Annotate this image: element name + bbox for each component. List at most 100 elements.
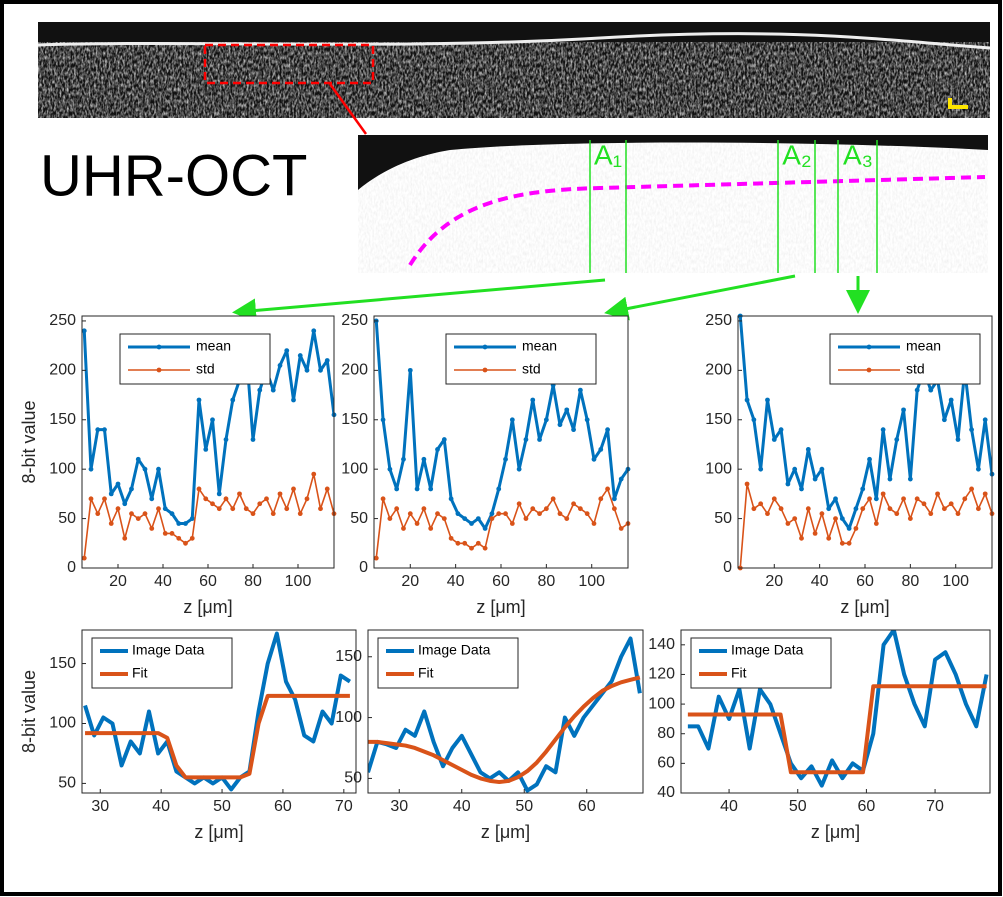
data-point: [880, 491, 886, 497]
legend-label: mean: [522, 338, 557, 354]
data-point: [469, 521, 474, 526]
data-point: [778, 506, 784, 512]
data-point: [611, 496, 617, 502]
data-point: [122, 535, 128, 541]
modality-label: UHR-OCT: [40, 143, 307, 208]
data-point: [792, 516, 798, 521]
data-point: [584, 417, 590, 423]
legend-box: [377, 637, 519, 689]
data-point: [530, 506, 536, 512]
legend-label: Image Data: [731, 642, 804, 658]
data-point: [921, 501, 927, 507]
data-point: [176, 535, 182, 541]
data-point: [435, 511, 440, 517]
x-tick-label: 60: [199, 573, 217, 590]
data-point: [291, 397, 296, 403]
data-point: [210, 417, 215, 423]
data-point: [509, 521, 515, 526]
y-tick-label: 100: [648, 695, 675, 712]
x-tick-label: 60: [858, 798, 876, 815]
data-point: [149, 526, 155, 531]
x-tick-label: 100: [942, 573, 969, 590]
data-point: [455, 540, 461, 546]
region-label: A₂: [782, 139, 812, 170]
x-tick-label: 20: [401, 573, 419, 590]
series-line: [687, 684, 987, 775]
data-point: [873, 521, 879, 526]
y-tick-label: 150: [49, 655, 76, 672]
x-tick-label: 80: [901, 573, 919, 590]
scale-bar: [948, 98, 968, 109]
y-tick-label: 250: [705, 312, 732, 329]
data-point: [537, 511, 542, 517]
data-point: [394, 486, 400, 492]
y-tick-label: 0: [723, 559, 732, 576]
data-point: [799, 535, 804, 541]
data-point: [819, 511, 825, 517]
legend-label: Fit: [132, 665, 148, 681]
data-point: [503, 511, 508, 517]
data-point: [257, 387, 263, 393]
data-point: [894, 511, 900, 517]
data-point: [503, 456, 508, 462]
legend-marker: [866, 367, 872, 373]
x-tick-label: 50: [213, 798, 231, 815]
x-tick-label: 80: [537, 573, 555, 590]
x-tick-label: 40: [154, 573, 172, 590]
data-point: [401, 456, 406, 462]
x-tick-label: 20: [109, 573, 127, 590]
x-tick-label: 100: [578, 573, 605, 590]
y-tick-label: 50: [714, 510, 732, 527]
data-point: [543, 417, 549, 423]
data-point: [250, 437, 256, 442]
data-point: [860, 506, 866, 512]
data-point: [284, 506, 290, 512]
data-point: [571, 501, 576, 507]
data-point: [557, 511, 563, 517]
legend-label: Fit: [418, 665, 434, 681]
data-point: [564, 407, 570, 413]
data-point: [284, 348, 290, 353]
data-point: [751, 417, 757, 423]
legend-label: std: [196, 361, 215, 377]
data-point: [176, 521, 182, 526]
data-point: [264, 496, 269, 502]
data-point: [785, 521, 791, 526]
data-point: [975, 466, 981, 472]
data-point: [102, 496, 107, 502]
data-point: [598, 496, 604, 502]
data-point: [941, 417, 947, 423]
legend-box: [91, 637, 233, 689]
y-tick-label: 50: [58, 510, 76, 527]
y-tick-label: 50: [350, 510, 368, 527]
data-point: [475, 540, 481, 546]
data-point: [95, 511, 101, 517]
data-point: [907, 476, 913, 482]
data-point: [196, 397, 202, 403]
data-point: [901, 496, 906, 502]
data-point: [482, 526, 488, 531]
data-point: [833, 516, 838, 521]
data-point: [577, 506, 583, 512]
data-point: [778, 427, 784, 433]
region-label: A₁: [594, 139, 622, 170]
y-tick-label: 100: [49, 460, 76, 477]
data-point: [523, 437, 529, 442]
data-point: [812, 531, 818, 536]
data-point: [894, 437, 900, 442]
x-tick-label: 30: [390, 798, 408, 815]
series-line: [82, 329, 334, 526]
data-point: [387, 516, 393, 521]
y-tick-label: 150: [335, 648, 362, 665]
data-point: [873, 496, 879, 502]
data-point: [304, 496, 310, 502]
data-point: [223, 437, 229, 442]
data-point: [230, 397, 236, 403]
data-point: [387, 466, 393, 472]
x-tick-label: 50: [515, 798, 533, 815]
data-point: [948, 397, 954, 403]
legend-box: [445, 333, 597, 385]
data-point: [277, 363, 283, 368]
legend-marker: [866, 344, 872, 350]
